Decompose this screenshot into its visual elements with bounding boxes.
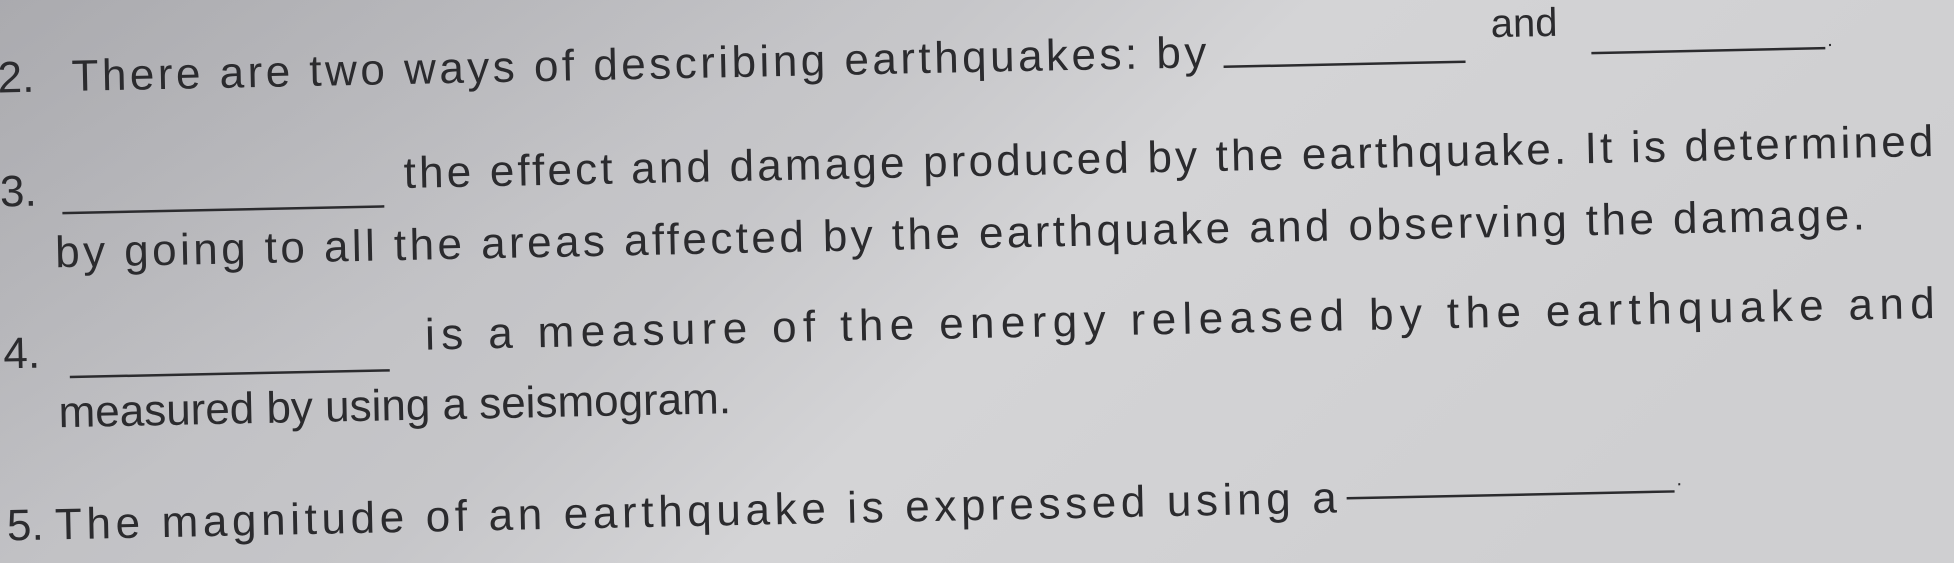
- item-end: .: [1676, 468, 1682, 490]
- item-number: 5.: [6, 501, 44, 551]
- shadow: [0, 0, 900, 563]
- answer-blank: [1223, 60, 1466, 69]
- item-end: .: [1827, 29, 1833, 51]
- item-connector: and: [1490, 1, 1558, 46]
- item-number: 2.: [0, 53, 35, 103]
- answer-blank: [1346, 490, 1675, 500]
- answer-blank: [62, 205, 385, 215]
- item-number: 4.: [3, 329, 41, 379]
- item-number: 3.: [0, 167, 37, 217]
- answer-blank: [69, 369, 390, 379]
- answer-blank: [1591, 46, 1826, 55]
